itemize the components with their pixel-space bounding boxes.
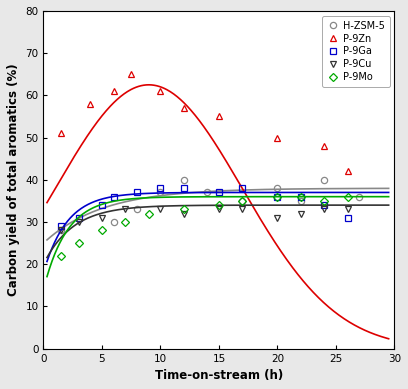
P-9Zn bbox=[322, 144, 327, 148]
P-9Zn bbox=[158, 89, 163, 93]
P-9Ga bbox=[298, 194, 303, 199]
P-9Cu bbox=[298, 211, 303, 216]
P-9Ga bbox=[111, 194, 116, 199]
H-ZSM-5 bbox=[205, 190, 210, 195]
P-9Mo bbox=[322, 198, 327, 203]
P-9Zn bbox=[345, 169, 350, 173]
P-9Cu bbox=[182, 211, 186, 216]
P-9Ga bbox=[59, 224, 64, 229]
H-ZSM-5 bbox=[298, 198, 303, 203]
Line: P-9Ga: P-9Ga bbox=[58, 185, 351, 230]
P-9Ga bbox=[217, 190, 222, 195]
P-9Ga bbox=[275, 194, 280, 199]
P-9Zn bbox=[59, 131, 64, 136]
P-9Zn bbox=[111, 89, 116, 93]
Legend: H-ZSM-5, P-9Zn, P-9Ga, P-9Cu, P-9Mo: H-ZSM-5, P-9Zn, P-9Ga, P-9Cu, P-9Mo bbox=[322, 16, 390, 87]
P-9Ga bbox=[76, 216, 81, 220]
P-9Mo bbox=[275, 194, 280, 199]
P-9Cu bbox=[100, 216, 104, 220]
P-9Mo bbox=[146, 211, 151, 216]
P-9Mo bbox=[240, 198, 245, 203]
P-9Cu bbox=[275, 216, 280, 220]
P-9Cu bbox=[123, 207, 128, 212]
H-ZSM-5 bbox=[322, 177, 327, 182]
X-axis label: Time-on-stream (h): Time-on-stream (h) bbox=[155, 369, 283, 382]
P-9Zn bbox=[275, 135, 280, 140]
P-9Zn bbox=[129, 72, 134, 77]
P-9Mo bbox=[182, 207, 186, 212]
H-ZSM-5 bbox=[357, 194, 362, 199]
P-9Mo bbox=[59, 254, 64, 258]
H-ZSM-5 bbox=[275, 186, 280, 191]
P-9Zn bbox=[182, 106, 186, 110]
H-ZSM-5 bbox=[182, 177, 186, 182]
H-ZSM-5 bbox=[158, 190, 163, 195]
P-9Zn bbox=[88, 102, 93, 106]
P-9Cu bbox=[345, 207, 350, 212]
P-9Mo bbox=[217, 203, 222, 207]
Line: P-9Mo: P-9Mo bbox=[58, 194, 351, 259]
P-9Cu bbox=[217, 207, 222, 212]
P-9Mo bbox=[298, 194, 303, 199]
P-9Ga bbox=[345, 216, 350, 220]
H-ZSM-5 bbox=[59, 228, 64, 233]
P-9Cu bbox=[322, 207, 327, 212]
P-9Mo bbox=[100, 228, 104, 233]
P-9Ga bbox=[158, 186, 163, 191]
P-9Cu bbox=[158, 207, 163, 212]
Line: H-ZSM-5: H-ZSM-5 bbox=[58, 177, 363, 233]
H-ZSM-5 bbox=[135, 207, 140, 212]
P-9Mo bbox=[123, 220, 128, 224]
P-9Cu bbox=[240, 207, 245, 212]
P-9Ga bbox=[135, 190, 140, 195]
P-9Mo bbox=[76, 241, 81, 245]
Y-axis label: Carbon yield of total aromatics (%): Carbon yield of total aromatics (%) bbox=[7, 63, 20, 296]
P-9Ga bbox=[240, 186, 245, 191]
P-9Ga bbox=[322, 203, 327, 207]
H-ZSM-5 bbox=[111, 220, 116, 224]
P-9Cu bbox=[59, 228, 64, 233]
P-9Ga bbox=[182, 186, 186, 191]
H-ZSM-5 bbox=[240, 198, 245, 203]
Line: P-9Cu: P-9Cu bbox=[58, 206, 351, 233]
P-9Mo bbox=[345, 194, 350, 199]
P-9Zn bbox=[217, 114, 222, 119]
P-9Cu bbox=[76, 220, 81, 224]
Line: P-9Zn: P-9Zn bbox=[58, 71, 351, 175]
P-9Ga bbox=[100, 203, 104, 207]
